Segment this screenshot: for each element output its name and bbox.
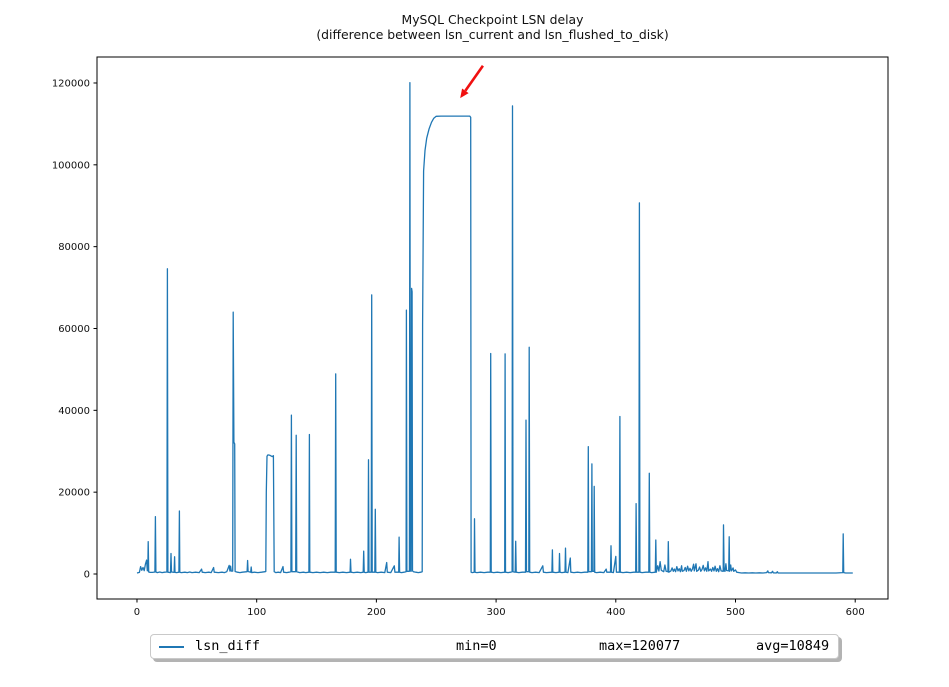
- y-tick-label: 0: [84, 569, 90, 580]
- x-tick-label: 600: [846, 607, 865, 618]
- y-axis-ticks: 0 20000 40000 60000 80000 100000 120000: [52, 78, 97, 580]
- x-tick-label: 0: [134, 607, 140, 618]
- y-tick-label: 20000: [58, 488, 90, 499]
- y-tick-label: 100000: [52, 160, 90, 171]
- y-tick-label: 40000: [58, 406, 90, 417]
- x-axis-ticks: 0 100 200 300 400 500 600: [134, 599, 865, 618]
- arrow-head: [460, 88, 469, 99]
- x-tick-label: 100: [247, 607, 266, 618]
- chart-subtitle: (difference between lsn_current and lsn_…: [316, 26, 669, 42]
- arrow-shaft: [464, 65, 484, 92]
- x-tick-label: 300: [487, 607, 506, 618]
- y-tick-label: 80000: [58, 242, 90, 253]
- chart-title-block: MySQL Checkpoint LSN delay (difference b…: [97, 12, 888, 42]
- legend-item-avg: avg=10849: [756, 638, 830, 654]
- legend-item-lsn-diff: lsn_diff: [195, 638, 261, 654]
- legend-box: lsn_diff min=0 max=120077 avg=10849: [150, 634, 839, 659]
- legend-item-max: max=120077: [599, 638, 681, 654]
- x-tick-label: 400: [606, 607, 625, 618]
- legend-item-min: min=0: [456, 638, 497, 654]
- red-arrow-annotation: [460, 65, 484, 99]
- y-tick-label: 120000: [52, 78, 90, 89]
- legend-line-swatch: [159, 646, 184, 648]
- x-tick-label: 200: [367, 607, 386, 618]
- axes-frame: [96, 56, 889, 600]
- x-tick-label: 500: [726, 607, 745, 618]
- y-tick-label: 60000: [58, 324, 90, 335]
- lsn-diff-line: [136, 82, 853, 574]
- chart-title: MySQL Checkpoint LSN delay: [401, 12, 584, 27]
